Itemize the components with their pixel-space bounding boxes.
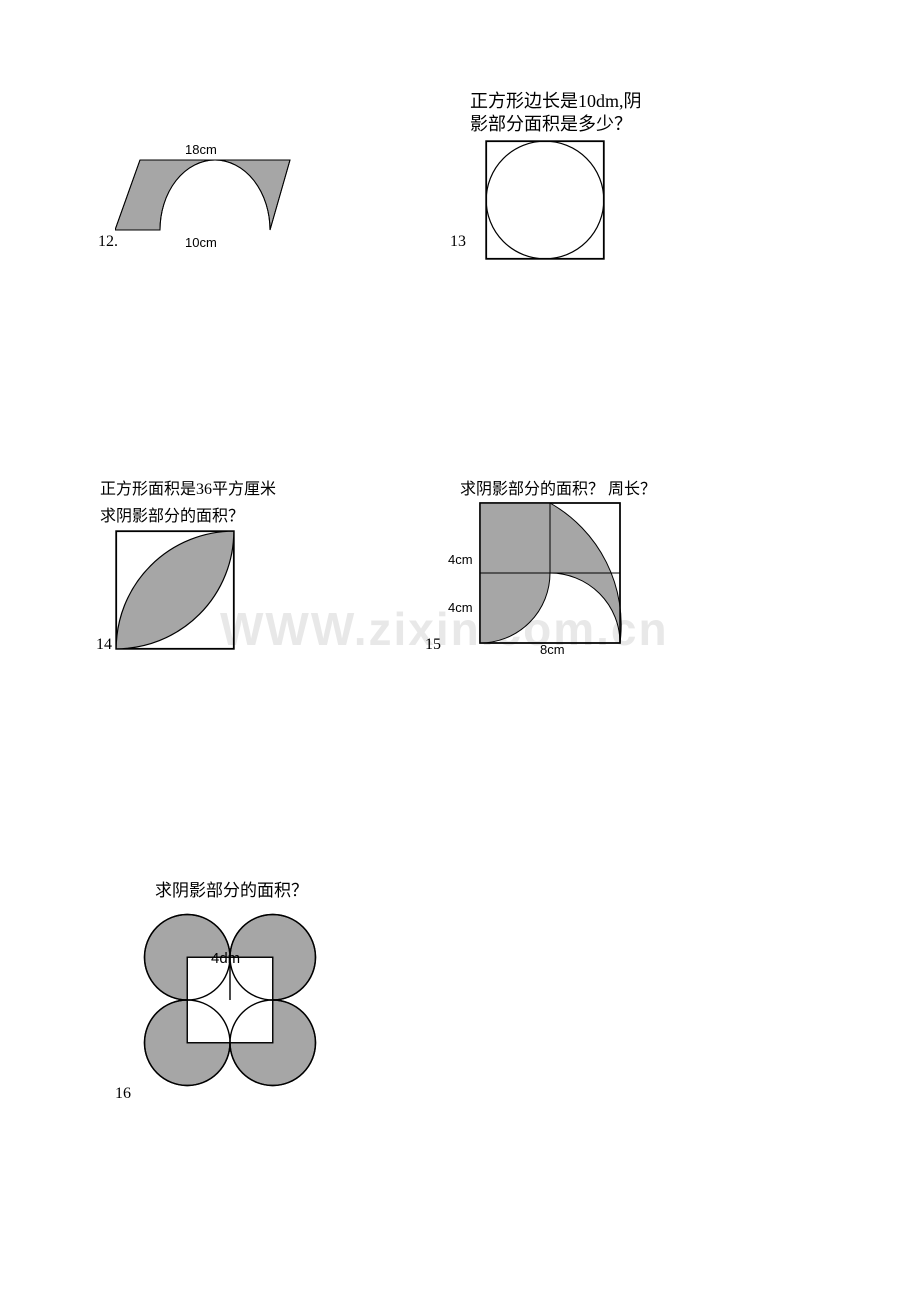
p15-number: 15 — [425, 636, 441, 654]
p16-4dm: 4dm — [211, 950, 240, 967]
p12-top-label: 18cm — [185, 142, 217, 157]
p14-figure — [115, 530, 235, 650]
p15-8cm: 8cm — [540, 642, 565, 657]
p15-figure — [470, 502, 640, 652]
p15-q: 求阴影部分的面积？ 周长？ — [460, 480, 656, 501]
p13-figure — [485, 140, 605, 260]
p14-q1: 正方形面积是36平方厘米 — [100, 480, 276, 501]
p14-number: 14 — [96, 636, 112, 654]
p16-q: 求阴影部分的面积？ — [155, 880, 308, 902]
p13-q2: 影部分面积是多少？ — [470, 113, 642, 136]
p13-q1: 正方形边长是10dm,阴 — [470, 90, 642, 113]
p16-figure — [135, 905, 325, 1095]
p12-bottom-label: 10cm — [185, 235, 217, 250]
p15-4cm-2: 4cm — [448, 600, 473, 615]
p14-q2: 求阴影部分的面积？ — [100, 507, 276, 528]
p13-number: 13 — [450, 233, 466, 251]
p15-4cm-1: 4cm — [448, 552, 473, 567]
p16-number: 16 — [115, 1085, 131, 1103]
problem-12: 18cm 10cm — [100, 140, 300, 260]
p12-number: 12. — [98, 233, 118, 251]
